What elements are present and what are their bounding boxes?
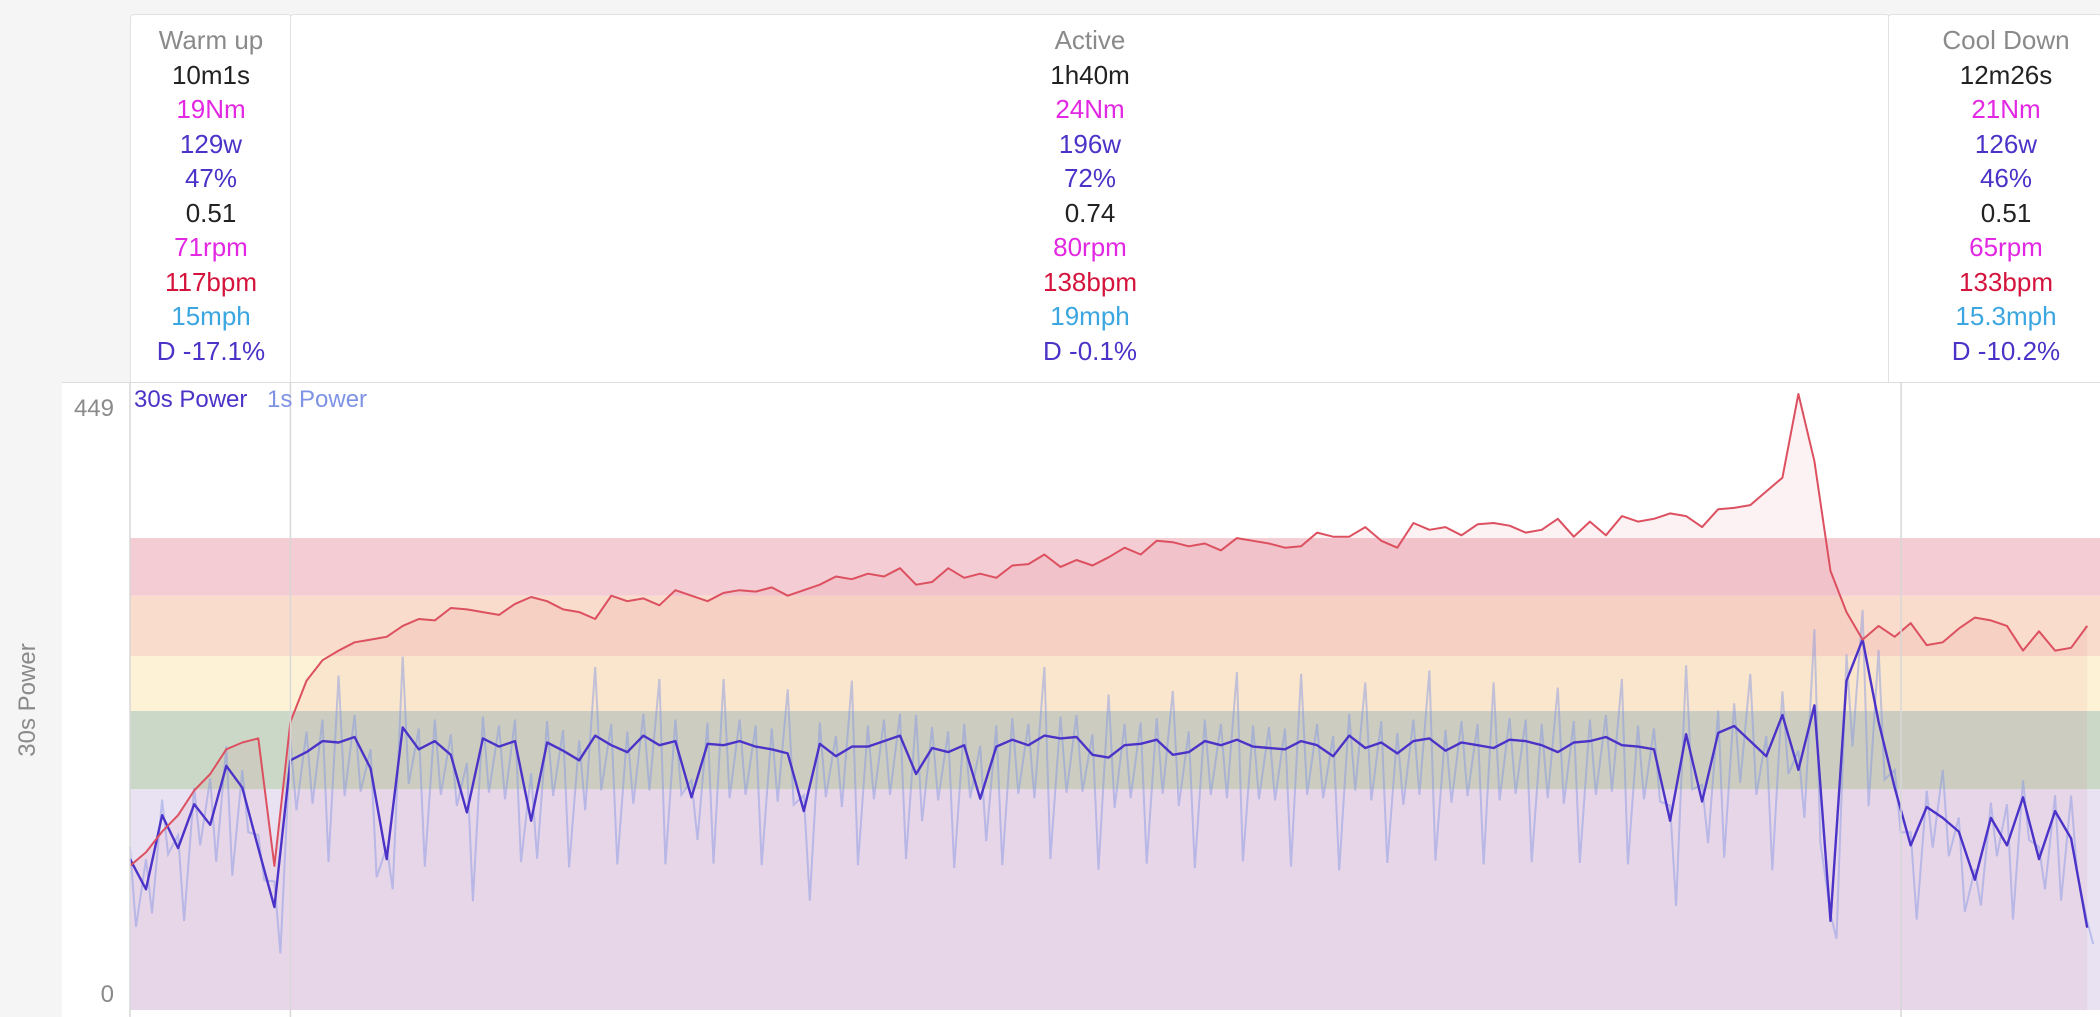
power-zone-band	[130, 710, 2100, 790]
heart-rate-line	[129, 393, 2089, 867]
y-axis-title: 30s Power	[14, 643, 41, 757]
interval-duration: 10m1s	[171, 59, 251, 90]
power-chart-svg[interactable]: 449 0 30s Power 1s Power	[62, 383, 2100, 1017]
heart-rate-area-fill	[130, 394, 2088, 1010]
interval-intensity: 47%	[184, 163, 238, 193]
interval-label: Active	[1054, 25, 1126, 55]
power-30s-series	[128, 638, 2089, 928]
interval-cadence: 65rpm	[1969, 232, 2043, 262]
interval-heart-rate: 133bpm	[1959, 266, 2053, 297]
interval-duration: 12m26s	[1959, 59, 2053, 90]
power-zone-band	[130, 538, 2100, 596]
legend-item-30s-power[interactable]: 30s Power	[134, 386, 247, 413]
interval-speed: 15mph	[171, 301, 251, 331]
power-zone-band	[130, 656, 2100, 711]
interval-heart-rate: 138bpm	[1043, 266, 1137, 297]
chart-legend[interactable]: 30s Power 1s Power	[134, 386, 367, 413]
interval-cadence: 71rpm	[174, 232, 248, 262]
interval-speed: 19mph	[1050, 301, 1130, 331]
interval-torque: 21Nm	[1971, 94, 2041, 124]
interval-ratio: 0.74	[1064, 197, 1116, 228]
interval-cadence: 80rpm	[1053, 232, 1127, 262]
interval-torque: 24Nm	[1055, 94, 1125, 124]
power-30s-line	[128, 638, 2089, 928]
interval-label: Cool Down	[1942, 25, 2070, 55]
interval-power: 129w	[179, 128, 243, 159]
interval-label: Warm up	[158, 25, 264, 55]
power-1s-line	[129, 609, 2095, 954]
y-tick-label-min: 0	[101, 981, 114, 1008]
interval-warm-up[interactable]: Warm up 10m1s 19Nm 129w 47% 0.51 71rpm 1…	[130, 14, 292, 383]
power-zone-band	[130, 789, 2100, 1010]
power-chart[interactable]: 449 0 30s Power 1s Power	[62, 382, 2100, 1017]
interval-cool-down[interactable]: Cool Down 12m26s 21Nm 126w 46% 0.51 65rp…	[1888, 14, 2100, 383]
interval-duration: 1h40m	[1050, 59, 1130, 90]
interval-active[interactable]: Active 1h40m 24Nm 196w 72% 0.74 80rpm 13…	[290, 14, 1890, 383]
power-zones	[130, 538, 2100, 1010]
interval-intensity: 46%	[1979, 163, 2033, 193]
interval-power: 126w	[1974, 128, 2038, 159]
power-1s-series	[129, 609, 2095, 954]
heart-rate-series	[129, 393, 2089, 867]
interval-torque: 19Nm	[176, 94, 246, 124]
interval-decoupling: D -17.1%	[156, 335, 266, 366]
y-tick-label-max: 449	[74, 395, 114, 422]
interval-speed: 15.3mph	[1955, 301, 2057, 331]
interval-ratio: 0.51	[1980, 197, 2032, 228]
interval-power: 196w	[1058, 128, 1122, 159]
power-zone-band	[130, 595, 2100, 657]
interval-decoupling: D -10.2%	[1951, 335, 2061, 366]
interval-boundaries	[129, 383, 1902, 1017]
interval-ratio: 0.51	[185, 197, 237, 228]
interval-decoupling: D -0.1%	[1043, 335, 1137, 366]
interval-intensity: 72%	[1063, 163, 1117, 193]
legend-item-1s-power[interactable]: 1s Power	[267, 386, 367, 413]
heart-rate-area	[130, 394, 2088, 1010]
interval-heart-rate: 117bpm	[164, 266, 258, 297]
y-axis: 449 0	[74, 395, 114, 1008]
